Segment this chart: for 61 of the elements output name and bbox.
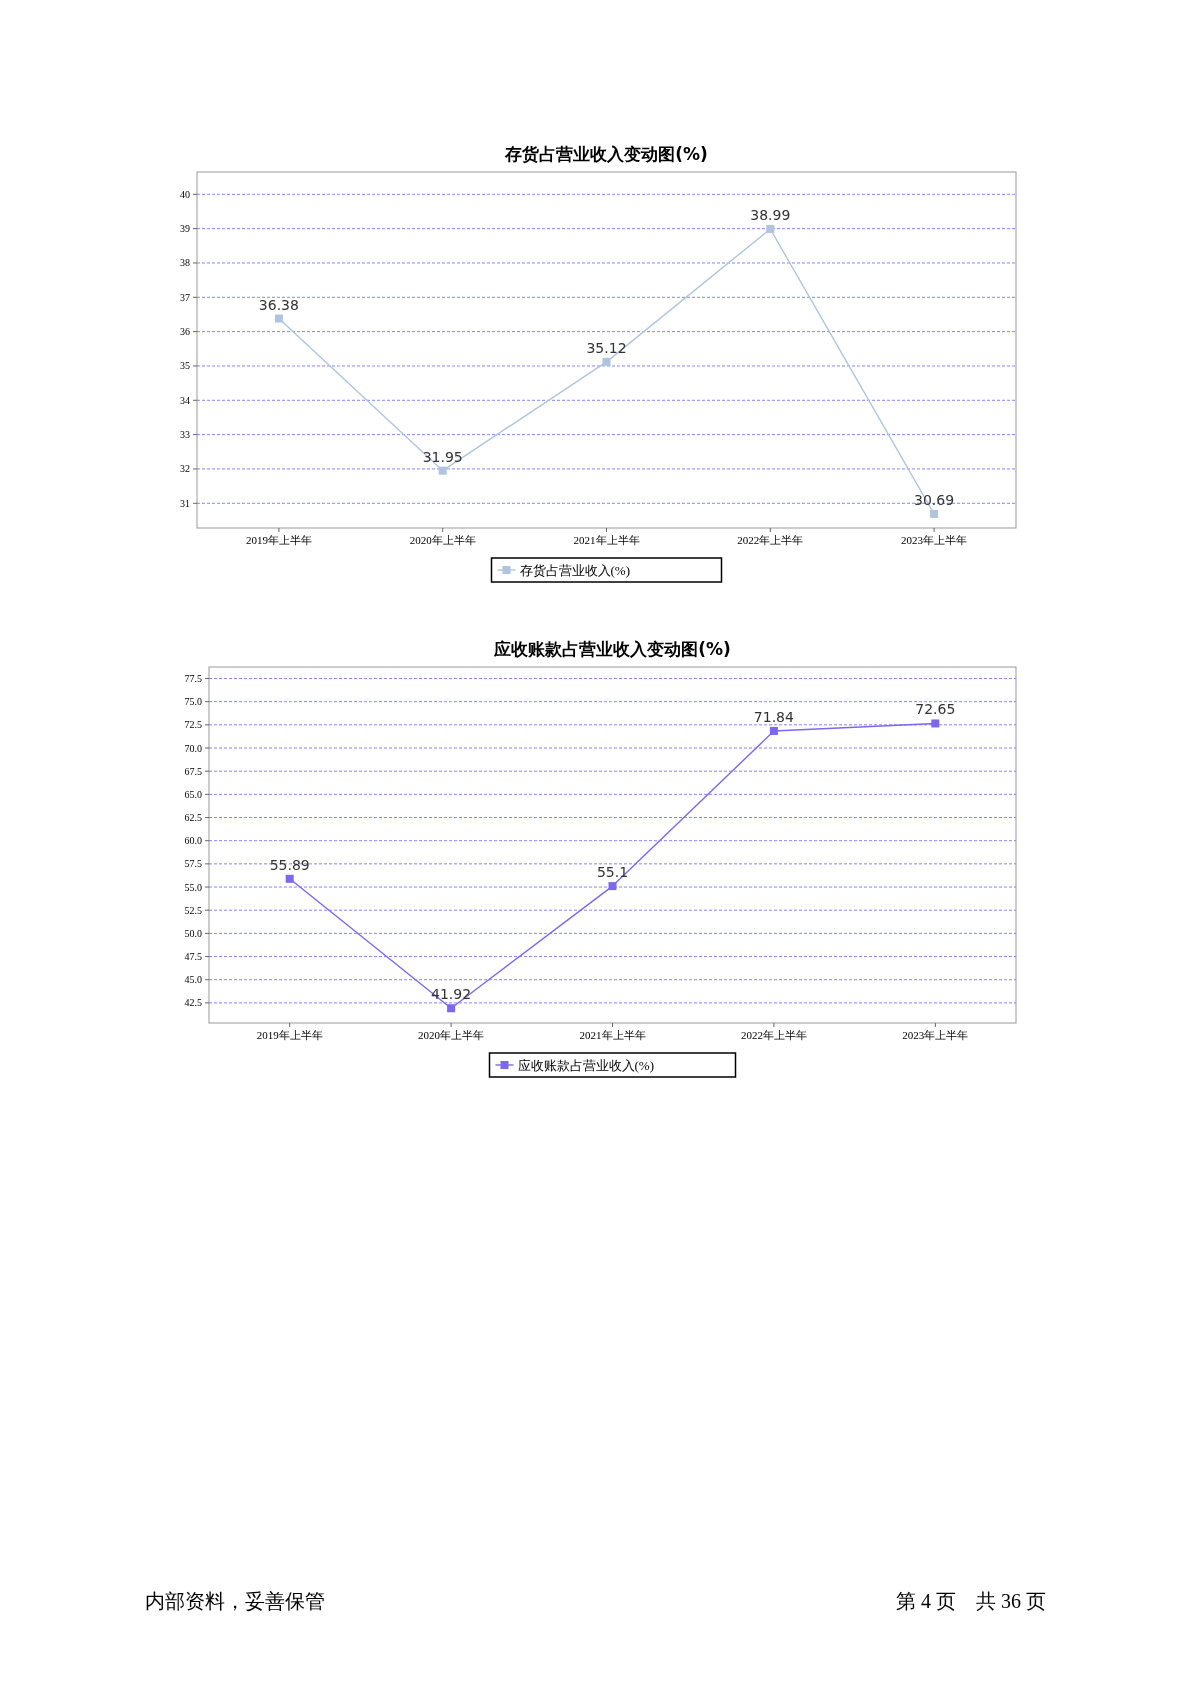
y-tick-label: 72.5 xyxy=(184,719,202,731)
legend-label: 应收账款占营业收入(%) xyxy=(517,1057,654,1073)
y-tick-label: 52.5 xyxy=(184,904,202,916)
text: 第 4 页 共 36 页 xyxy=(896,1590,1046,1612)
x-tick-label: 2023年上半年 xyxy=(902,1029,969,1041)
data-label: 35.12 xyxy=(586,339,627,356)
x-tick-label: 2022年上半年 xyxy=(737,534,804,546)
y-tick-label: 31 xyxy=(180,497,190,509)
data-label: 55.89 xyxy=(269,856,310,873)
y-tick-label: 45.0 xyxy=(184,974,202,986)
x-tick-label: 2021年上半年 xyxy=(573,534,640,546)
y-tick-label: 38 xyxy=(180,257,190,269)
point xyxy=(274,314,283,323)
y-tick-label: 32 xyxy=(180,463,190,475)
data-label: 30.69 xyxy=(914,491,955,508)
y-tick-label: 33 xyxy=(180,429,190,441)
x-tick-label: 2020年上半年 xyxy=(418,1029,485,1041)
point xyxy=(766,224,775,233)
data-label: 41.92 xyxy=(431,986,472,1003)
x-tick-label: 2019年上半年 xyxy=(256,1029,323,1041)
y-tick-label: 50.0 xyxy=(184,927,202,939)
y-tick-label: 34 xyxy=(180,394,190,406)
y-tick-label: 47.5 xyxy=(184,951,202,963)
text: 内部资料，妥善保管 xyxy=(145,1590,325,1612)
y-tick-label: 40 xyxy=(180,188,190,200)
point xyxy=(602,357,611,366)
y-tick-label: 42.5 xyxy=(184,997,202,1009)
data-label: 38.99 xyxy=(750,206,791,223)
x-tick-label: 2021年上半年 xyxy=(579,1029,646,1041)
point xyxy=(930,509,939,518)
y-tick-label: 36 xyxy=(180,326,190,338)
point xyxy=(608,882,617,891)
point xyxy=(438,466,447,475)
point xyxy=(769,726,778,735)
y-tick-label: 39 xyxy=(180,223,190,235)
point xyxy=(285,874,294,883)
y-tick-label: 67.5 xyxy=(184,765,202,777)
legend-label: 存货占营业收入(%) xyxy=(519,562,630,578)
y-tick-label: 55.0 xyxy=(184,881,202,893)
x-tick-label: 2022年上半年 xyxy=(740,1029,807,1041)
x-tick-label: 2019年上半年 xyxy=(245,534,312,546)
y-tick-label: 57.5 xyxy=(184,858,202,870)
data-label: 72.65 xyxy=(915,701,956,718)
point xyxy=(447,1004,456,1013)
data-label: 71.84 xyxy=(753,708,795,725)
y-tick-label: 60.0 xyxy=(184,835,202,847)
data-label: 36.38 xyxy=(258,296,299,313)
x-tick-label: 2020年上半年 xyxy=(409,534,476,546)
point xyxy=(931,719,940,728)
chart-title: 存货占营业收入变动图(%) xyxy=(504,144,708,164)
chart-title: 应收账款占营业收入变动图(%) xyxy=(493,639,731,659)
y-tick-label: 77.5 xyxy=(184,672,202,684)
y-tick-label: 37 xyxy=(180,291,190,303)
data-label: 55.1 xyxy=(596,864,629,881)
y-tick-label: 75.0 xyxy=(184,696,202,708)
x-tick-label: 2023年上半年 xyxy=(901,534,968,546)
y-tick-label: 62.5 xyxy=(184,812,202,824)
y-tick-label: 70.0 xyxy=(184,742,202,754)
y-tick-label: 35 xyxy=(180,360,190,372)
y-tick-label: 65.0 xyxy=(184,788,202,800)
data-label: 31.95 xyxy=(422,448,463,465)
